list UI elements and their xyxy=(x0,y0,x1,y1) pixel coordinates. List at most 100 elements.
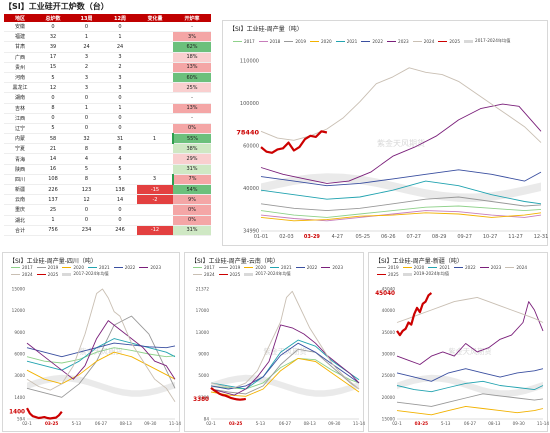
cell-w12: 24 xyxy=(103,41,137,53)
cell-change xyxy=(137,82,173,94)
legend-item: 2019 xyxy=(284,38,306,44)
x-tick-label: 03-29 xyxy=(304,234,321,240)
legend-label: 2017-2024年均值 xyxy=(475,38,511,43)
y-tick-label: 100000 xyxy=(240,101,259,107)
cell-w12: 0 xyxy=(103,113,137,124)
cell-region: 合计 xyxy=(4,225,36,236)
cell-total: 25 xyxy=(36,204,70,216)
cell-change xyxy=(137,103,173,114)
table-row: 湖南 0 0 0- xyxy=(4,92,211,104)
legend-swatch xyxy=(464,39,474,43)
legend-label: 2019 xyxy=(295,38,307,44)
cell-rate: 25% xyxy=(173,82,211,94)
legend-item: 2024 xyxy=(412,38,434,44)
legend-swatch xyxy=(479,267,489,268)
cell-region: 甘肃 xyxy=(4,41,36,53)
chart-legend: 2017 2019 2020 2021 2022 2023 2024 2025 2017-202… xyxy=(193,265,361,277)
cell-total: 226 xyxy=(36,184,70,196)
cell-w12: 8 xyxy=(103,143,137,155)
cell-rate: 0% xyxy=(173,123,211,135)
legend-label: 2021 xyxy=(99,265,110,270)
cell-total: 16 xyxy=(36,164,70,175)
cell-w13: 1 xyxy=(70,103,103,114)
x-tick-label: 08-13 xyxy=(120,421,133,426)
y-tick-label: 6000 xyxy=(14,352,25,357)
cell-change xyxy=(137,204,173,216)
cell-region: 陕西 xyxy=(4,164,36,175)
cell-w13: 0 xyxy=(70,22,103,33)
table-row: 辽宁 5 0 0 0% xyxy=(4,123,211,135)
cell-w12: 31 xyxy=(103,133,137,145)
x-tick-label: 06-27 xyxy=(95,421,108,426)
cell-w13: 0 xyxy=(70,113,103,124)
legend-swatch xyxy=(310,40,320,42)
series-line-2021 xyxy=(396,380,544,393)
y-tick-label: 3000 xyxy=(14,373,25,378)
cell-region: 辽宁 xyxy=(4,123,36,135)
legend-swatch xyxy=(270,267,280,268)
legend-item: 2022 xyxy=(113,265,135,270)
legend-swatch xyxy=(193,273,202,275)
x-tick-label: 11-14 xyxy=(353,421,365,426)
table-row: 内蒙 58 32 31 1 55% xyxy=(4,133,211,145)
x-tick-label: 08-13 xyxy=(488,421,501,426)
legend-swatch xyxy=(402,267,412,268)
legend-item: 2024 xyxy=(505,265,527,270)
legend-item: 2020 xyxy=(62,265,84,270)
legend-item: 2017-2024年均值 xyxy=(244,271,291,277)
x-tick-label: 08-13 xyxy=(304,421,317,426)
range-band xyxy=(27,374,175,397)
cell-w12: 0 xyxy=(103,22,137,33)
legend-swatch xyxy=(233,40,242,42)
cell-w12: 3 xyxy=(103,72,137,84)
legend-label: 2023 xyxy=(332,265,344,270)
legend-label: 2023 xyxy=(490,265,502,270)
series-line-2024 xyxy=(396,296,544,323)
legend-label: 2023 xyxy=(150,265,162,270)
y-tick-label: 45040 xyxy=(382,287,396,292)
cell-change: 1 xyxy=(137,133,174,145)
series-line-2019 xyxy=(260,196,542,212)
y-tick-label: 15000 xyxy=(382,417,396,422)
cell-w13: 0 xyxy=(70,204,103,216)
series-line-2025 xyxy=(260,130,328,154)
series-line-2022 xyxy=(210,342,360,390)
series-line-2022 xyxy=(26,342,176,358)
cell-region: 贵州 xyxy=(4,62,36,73)
cell-w12: 0 xyxy=(103,204,137,216)
series-line-2023 xyxy=(210,324,360,396)
legend-item: 2025 xyxy=(218,271,240,277)
legend-swatch xyxy=(88,267,98,268)
y-tick-label: 13000 xyxy=(196,330,210,335)
last-value-label: 78440 xyxy=(236,129,259,137)
cell-rate: 29% xyxy=(173,153,211,165)
x-tick-label: 01-01 xyxy=(254,234,269,240)
x-tick-label: 11-14 xyxy=(169,421,181,426)
series-line-2020 xyxy=(26,351,176,385)
cell-w13: 0 xyxy=(70,123,103,135)
y-tick-label: 40000 xyxy=(243,186,259,192)
cell-w13: 2 xyxy=(70,62,103,73)
legend-swatch xyxy=(335,40,345,42)
x-tick-label: 11-14 xyxy=(537,421,549,426)
cell-w13: 0 xyxy=(70,92,103,104)
cell-total: 32 xyxy=(36,31,70,43)
legend-swatch xyxy=(218,267,228,268)
table-row: 青海 14 4 4 29% xyxy=(4,153,211,165)
series-line-2020 xyxy=(396,405,544,416)
cell-total: 137 xyxy=(36,194,70,206)
cell-rate: 55% xyxy=(173,133,211,145)
x-tick-label: 03-25 xyxy=(229,421,242,426)
legend-swatch xyxy=(377,273,386,275)
table-row: 安徽 0 0 0- xyxy=(4,22,211,33)
legend-swatch xyxy=(11,273,20,275)
x-tick-label: 08-29 xyxy=(432,234,447,240)
legend-swatch xyxy=(377,267,386,268)
cell-rate: 31% xyxy=(173,164,211,175)
legend-label: 2021 xyxy=(439,265,451,270)
legend-swatch xyxy=(412,40,422,42)
cell-rate: 0% xyxy=(173,215,211,226)
legend-label: 2022 xyxy=(306,265,318,270)
